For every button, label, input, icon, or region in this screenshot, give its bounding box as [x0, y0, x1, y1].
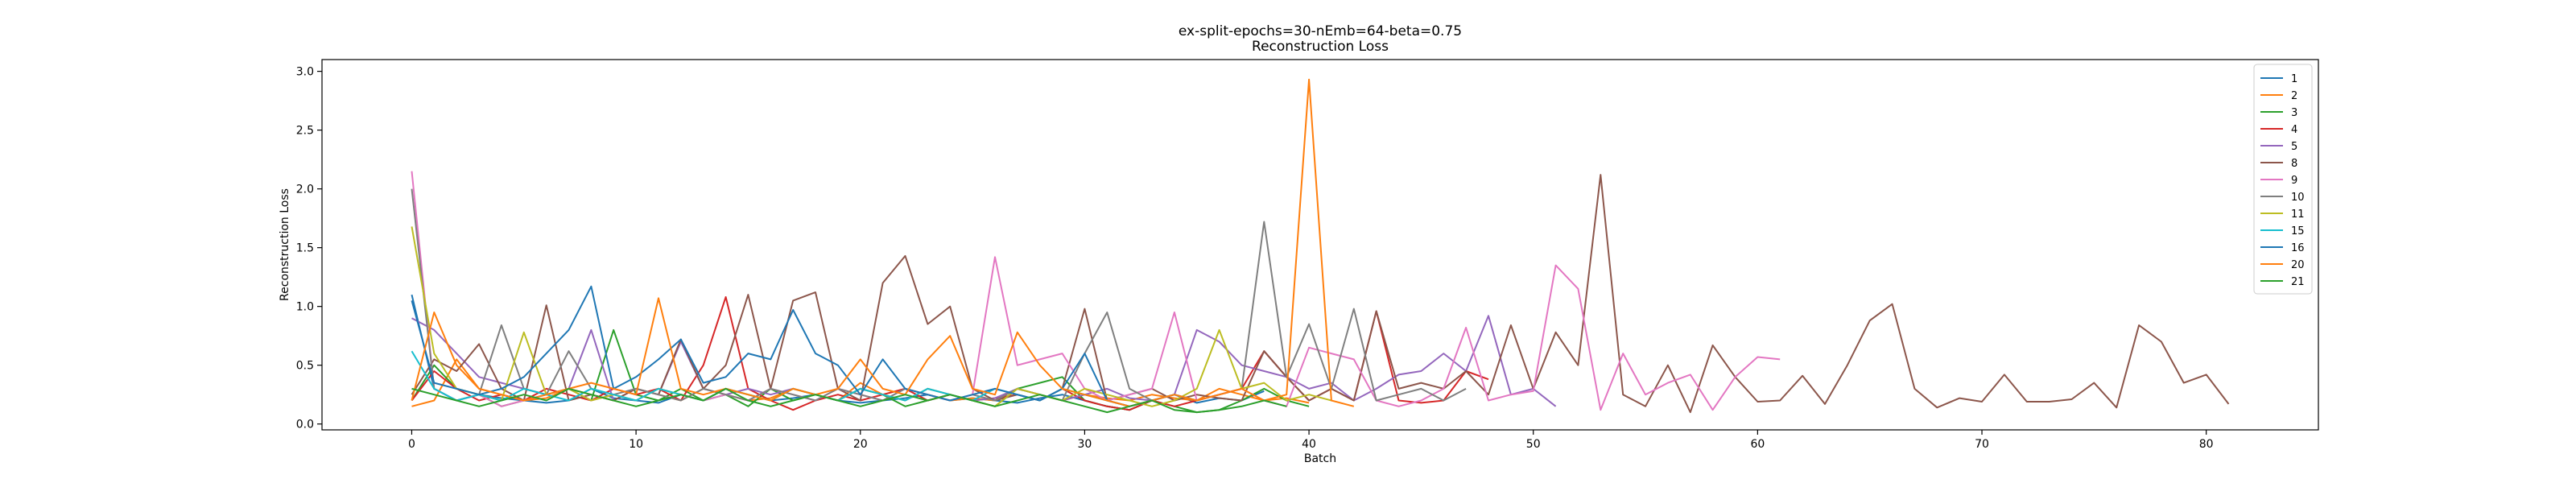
y-tick-label: 0.0	[296, 419, 314, 431]
x-tick-label: 70	[1975, 438, 1989, 451]
y-tick-label: 2.5	[296, 125, 314, 138]
x-axis-label: Batch	[1304, 452, 1336, 465]
legend-label-11: 11	[2291, 208, 2305, 221]
legend-label-4: 4	[2291, 124, 2297, 136]
legend-label-1: 1	[2291, 73, 2297, 85]
series-line-21	[411, 387, 1287, 414]
legend-label-20: 20	[2291, 259, 2305, 271]
legend-label-2: 2	[2291, 90, 2297, 102]
y-axis-ticks: 0.0 0.5 1.0 1.5 2.0 2.5 3.0	[296, 66, 322, 431]
series-line-8	[411, 174, 2230, 414]
x-tick-label: 40	[1302, 438, 1316, 451]
y-tick-label: 1.5	[296, 242, 314, 255]
x-tick-label: 20	[853, 438, 868, 451]
y-axis-label: Reconstruction Loss	[279, 188, 291, 301]
y-tick-label: 3.0	[296, 66, 314, 79]
legend-label-5: 5	[2291, 141, 2297, 153]
x-tick-label: 0	[408, 438, 415, 451]
x-axis-ticks: 0 10 20 30 40 50 60 70 80	[408, 430, 2214, 451]
legend-label-9: 9	[2291, 175, 2297, 187]
x-tick-label: 10	[629, 438, 643, 451]
y-tick-label: 1.0	[296, 301, 314, 314]
legend-label-8: 8	[2291, 158, 2297, 170]
legend-label-10: 10	[2291, 192, 2305, 204]
series-line-5	[411, 315, 1557, 407]
x-tick-label: 50	[1526, 438, 1541, 451]
legend-label-15: 15	[2291, 225, 2305, 237]
chart-title: ex-split-epochs=30-nEmb=64-beta=0.75	[1179, 23, 1462, 39]
x-tick-label: 60	[1750, 438, 1765, 451]
series-line-16	[411, 285, 1197, 407]
legend: 1 2 3 4 5 8 9 10 11 15 16 20 21	[2253, 64, 2313, 295]
legend-label-3: 3	[2291, 107, 2297, 119]
x-tick-label: 30	[1078, 438, 1092, 451]
y-tick-label: 0.5	[296, 360, 314, 373]
legend-label-16: 16	[2291, 242, 2305, 254]
legend-label-21: 21	[2291, 276, 2305, 288]
y-tick-label: 2.0	[296, 184, 314, 196]
plot-lines	[411, 78, 2230, 414]
chart-subtitle: Reconstruction Loss	[1252, 39, 1389, 55]
plot-frame	[321, 59, 2319, 431]
x-tick-label: 80	[2199, 438, 2214, 451]
